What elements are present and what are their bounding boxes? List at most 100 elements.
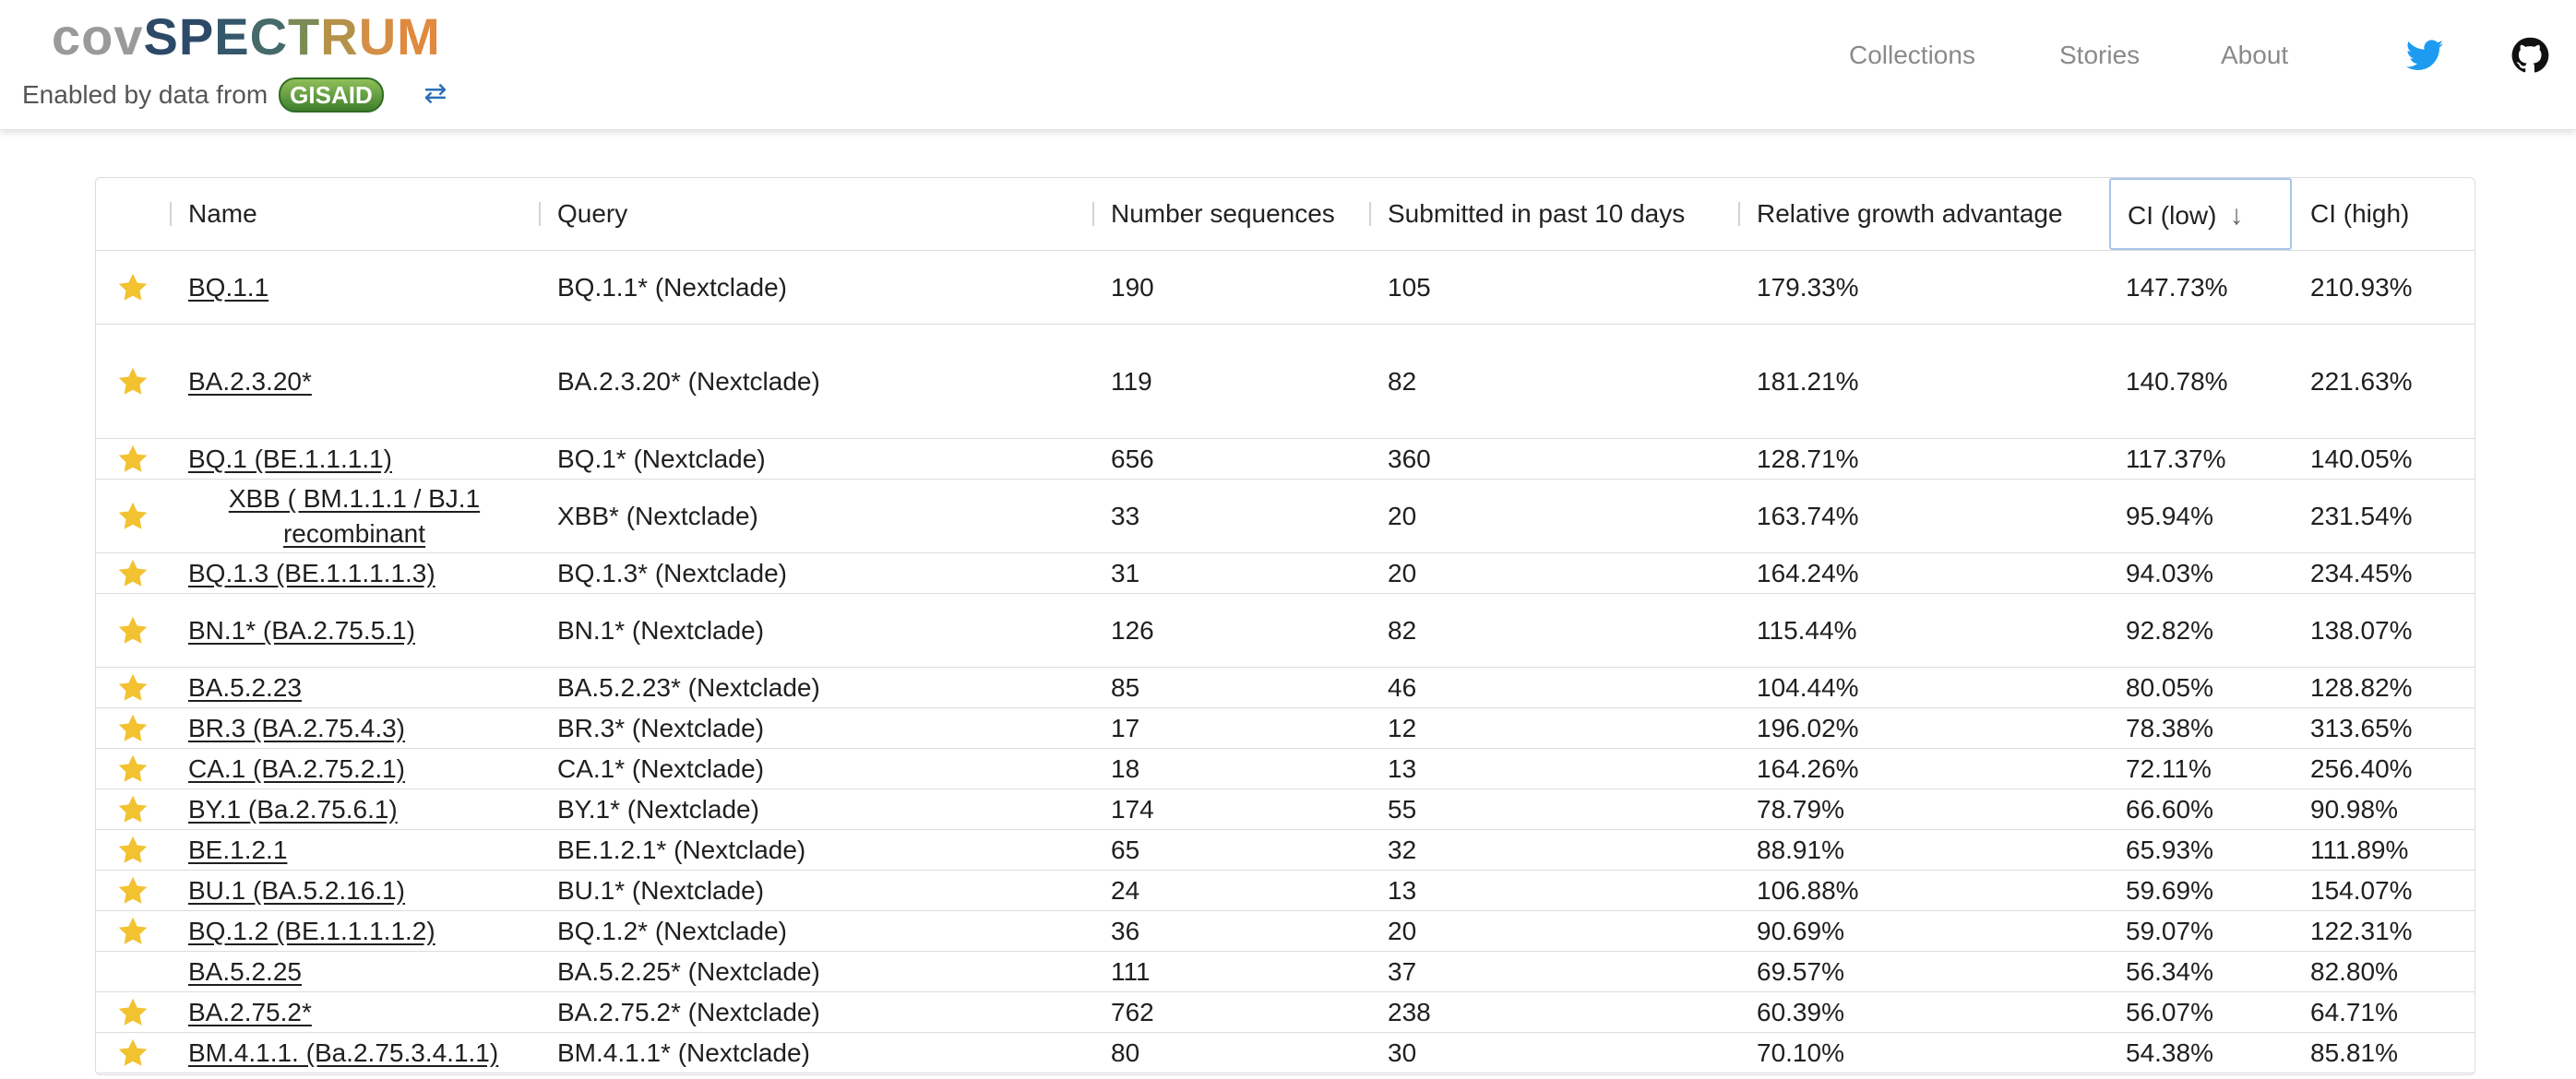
cell-name[interactable]: BM.4.1.1. (Ba.2.75.3.4.1.1) (188, 1033, 498, 1073)
star-icon[interactable] (116, 834, 149, 867)
column-header-ci-high[interactable]: CI (high) (2310, 199, 2410, 228)
column-header-ci-low[interactable]: CI (low) ↓ (2109, 178, 2292, 250)
cell-name[interactable]: BQ.1.3 (BE.1.1.1.1.3) (188, 553, 435, 593)
column-separator[interactable] (1738, 202, 1740, 226)
variant-link[interactable]: BQ.1.2 (BE.1.1.1.1.2) (188, 916, 435, 945)
cell-name[interactable]: XBB ( BM.1.1.1 / BJ.1 recombinant (179, 480, 530, 552)
column-separator[interactable] (1369, 202, 1371, 226)
table-row[interactable]: BQ.1.3 (BE.1.1.1.1.3) BQ.1.3* (Nextclade)… (96, 553, 2475, 594)
cell-name[interactable]: BR.3 (BA.2.75.4.3) (188, 708, 405, 748)
variant-link[interactable]: BR.3 (BA.2.75.4.3) (188, 713, 406, 742)
star-icon[interactable] (116, 365, 149, 398)
cell-submitted: 12 (1388, 713, 1417, 742)
variant-link[interactable]: BA.2.75.2* (188, 997, 312, 1026)
star-icon[interactable] (116, 671, 149, 705)
nav-stories[interactable]: Stories (2059, 41, 2141, 69)
cell-name[interactable]: BA.2.75.2* (188, 992, 312, 1032)
table-row[interactable]: BQ.1 (BE.1.1.1.1) BQ.1* (Nextclade) 656 360… (96, 439, 2475, 480)
table-row[interactable]: BA.2.75.2* BA.2.75.2* (Nextclade) 762 238 60… (96, 992, 2475, 1033)
column-header-query[interactable]: Query (557, 199, 628, 228)
variant-link[interactable]: BU.1 (BA.5.2.16.1) (188, 875, 406, 905)
table-row[interactable]: BQ.1.2 (BE.1.1.1.1.2) BQ.1.2* (Nextclade)… (96, 911, 2475, 952)
cell-name[interactable]: BU.1 (BA.5.2.16.1) (188, 871, 405, 910)
cell-name[interactable]: BQ.1 (BE.1.1.1.1) (188, 439, 392, 479)
variant-link[interactable]: XBB ( BM.1.1.1 / BJ.1 recombinant (228, 483, 481, 548)
cell-ci-high: 82.80% (2310, 956, 2398, 986)
table-row[interactable]: BE.1.2.1 BE.1.2.1* (Nextclade) 65 32 88.91% 6… (96, 830, 2475, 871)
cell-name[interactable]: BY.1 (Ba.2.75.6.1) (188, 789, 398, 829)
variant-link[interactable]: BA.5.2.25 (188, 956, 302, 986)
variant-link[interactable]: BY.1 (Ba.2.75.6.1) (188, 794, 398, 824)
variant-link[interactable]: BA.2.3.20* (188, 366, 312, 396)
cell-name[interactable]: BA.2.3.20* (188, 325, 312, 438)
star-icon[interactable] (116, 500, 149, 533)
variant-link[interactable]: BQ.1 (BE.1.1.1.1) (188, 444, 392, 473)
cell-name[interactable]: BQ.1.2 (BE.1.1.1.1.2) (188, 911, 435, 951)
cell-submitted: 55 (1388, 794, 1417, 824)
cell-ci-low: 56.34% (2126, 956, 2213, 986)
covspectrum-logo[interactable]: covSPECTRUM (52, 2, 441, 72)
table-row[interactable]: BA.2.3.20* BA.2.3.20* (Nextclade) 119 82 181… (96, 325, 2475, 439)
table-row[interactable]: BA.5.2.23 BA.5.2.23* (Nextclade) 85 46 104.4… (96, 668, 2475, 708)
cell-number-sequences: 36 (1111, 916, 1140, 945)
cell-growth-advantage: 164.24% (1757, 558, 1859, 587)
nav-about[interactable]: About (2221, 41, 2289, 69)
variant-link[interactable]: BA.5.2.23 (188, 672, 302, 702)
table-row[interactable]: CA.1 (BA.2.75.2.1) CA.1* (Nextclade) 18 13 1… (96, 749, 2475, 789)
column-header-name[interactable]: Name (188, 199, 257, 228)
star-icon[interactable] (116, 271, 149, 304)
cell-name[interactable]: BA.5.2.25 (188, 952, 302, 991)
cell-number-sequences: 18 (1111, 753, 1140, 783)
cell-name[interactable]: BA.5.2.23 (188, 668, 302, 707)
star-icon[interactable] (116, 874, 149, 907)
gisaid-logo[interactable]: GISAID (279, 77, 384, 113)
column-separator[interactable] (170, 202, 172, 226)
cell-query: BQ.1* (Nextclade) (557, 444, 766, 473)
table-row[interactable]: BU.1 (BA.5.2.16.1) BU.1* (Nextclade) 24 13 1… (96, 871, 2475, 911)
nav-collections[interactable]: Collections (1849, 41, 1975, 69)
cell-submitted: 13 (1388, 753, 1417, 783)
column-separator[interactable] (1092, 202, 1094, 226)
column-header-number-sequences[interactable]: Number sequences (1111, 199, 1335, 228)
star-icon[interactable] (116, 1037, 149, 1070)
variant-link[interactable]: BQ.1.1 (188, 272, 269, 302)
cell-growth-advantage: 88.91% (1757, 835, 1844, 864)
star-icon[interactable] (116, 443, 149, 476)
star-icon[interactable] (116, 793, 149, 826)
column-separator[interactable] (539, 202, 541, 226)
variant-link[interactable]: CA.1 (BA.2.75.2.1) (188, 753, 406, 783)
table-row[interactable]: BM.4.1.1. (Ba.2.75.3.4.1.1) BM.4.1.1* (Ne… (96, 1033, 2475, 1073)
cell-name[interactable]: BQ.1.1 (188, 251, 268, 324)
cell-name[interactable]: BE.1.2.1 (188, 830, 287, 870)
table-row[interactable]: BR.3 (BA.2.75.4.3) BR.3* (Nextclade) 17 12 1… (96, 708, 2475, 749)
cell-submitted: 32 (1388, 835, 1417, 864)
star-icon[interactable] (116, 915, 149, 948)
github-icon[interactable] (2510, 35, 2550, 76)
logo-letter: U (358, 7, 398, 65)
star-icon[interactable] (116, 753, 149, 786)
table-row[interactable]: BY.1 (Ba.2.75.6.1) BY.1* (Nextclade) 174 55… (96, 789, 2475, 830)
star-icon[interactable] (116, 712, 149, 745)
star-icon[interactable] (116, 614, 149, 647)
column-header-submitted[interactable]: Submitted in past 10 days (1388, 199, 1686, 228)
star-icon[interactable] (116, 557, 149, 590)
twitter-icon[interactable] (2404, 35, 2445, 76)
table-row[interactable]: BA.5.2.25 BA.5.2.25* (Nextclade) 111 37 69.5… (96, 952, 2475, 992)
cell-ci-high: 231.54% (2310, 501, 2413, 530)
table-row[interactable]: XBB ( BM.1.1.1 / BJ.1 recombinant XBB* (N… (96, 480, 2475, 553)
cell-ci-low: 140.78% (2126, 366, 2228, 396)
table-row[interactable]: BN.1* (BA.2.75.5.1) BN.1* (Nextclade) 126 8… (96, 594, 2475, 668)
variant-link[interactable]: BE.1.2.1 (188, 835, 288, 864)
data-source-note: Enabled by data from GISAID (22, 76, 384, 114)
variant-link[interactable]: BM.4.1.1. (Ba.2.75.3.4.1.1) (188, 1038, 499, 1067)
variant-link[interactable]: BQ.1.3 (BE.1.1.1.1.3) (188, 558, 435, 587)
cell-name[interactable]: BN.1* (BA.2.75.5.1) (188, 594, 415, 667)
cell-ci-high: 85.81% (2310, 1038, 2398, 1067)
swap-arrows-icon[interactable]: ⇄ (423, 78, 447, 109)
variant-link[interactable]: BN.1* (BA.2.75.5.1) (188, 615, 415, 645)
sort-descending-icon[interactable]: ↓ (2229, 200, 2244, 231)
star-icon[interactable] (116, 996, 149, 1029)
column-header-growth[interactable]: Relative growth advantage (1757, 199, 2063, 228)
table-row[interactable]: BQ.1.1 BQ.1.1* (Nextclade) 190 105 179.33% 14… (96, 251, 2475, 325)
cell-name[interactable]: CA.1 (BA.2.75.2.1) (188, 749, 405, 788)
